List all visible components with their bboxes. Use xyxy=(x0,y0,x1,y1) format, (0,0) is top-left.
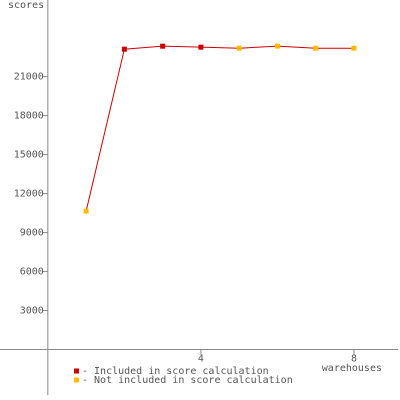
line-segment xyxy=(277,45,316,49)
line-segment xyxy=(162,45,201,48)
y-tick-label: 18000 xyxy=(14,111,44,122)
y-tick-label: 21000 xyxy=(14,72,44,83)
legend-label: - Not included in score calculation xyxy=(82,375,293,386)
point xyxy=(121,46,127,52)
line-segment xyxy=(85,49,125,212)
x-axis-label: warehouses xyxy=(322,363,382,374)
line-segment xyxy=(200,46,240,49)
point xyxy=(236,45,242,51)
point xyxy=(351,45,357,51)
point xyxy=(274,43,280,49)
line-segment xyxy=(124,45,163,50)
y-tick-label: 3000 xyxy=(20,306,44,317)
y-tick-label: 12000 xyxy=(14,189,44,200)
x-tick-label: 8 xyxy=(351,354,357,365)
y-axis-label: scores xyxy=(8,0,44,11)
point xyxy=(160,43,166,49)
legend-marker xyxy=(74,368,79,374)
legend-label: - Included in score calculation xyxy=(82,366,269,377)
x-tick-label: 4 xyxy=(198,354,204,365)
y-tick-label: 6000 xyxy=(20,267,44,278)
y-tick-label: 9000 xyxy=(20,228,44,239)
point xyxy=(83,208,89,214)
legend-marker xyxy=(74,377,79,383)
line-segment xyxy=(239,45,278,49)
point xyxy=(313,45,319,51)
point xyxy=(198,44,204,50)
y-tick-label: 15000 xyxy=(14,150,44,161)
